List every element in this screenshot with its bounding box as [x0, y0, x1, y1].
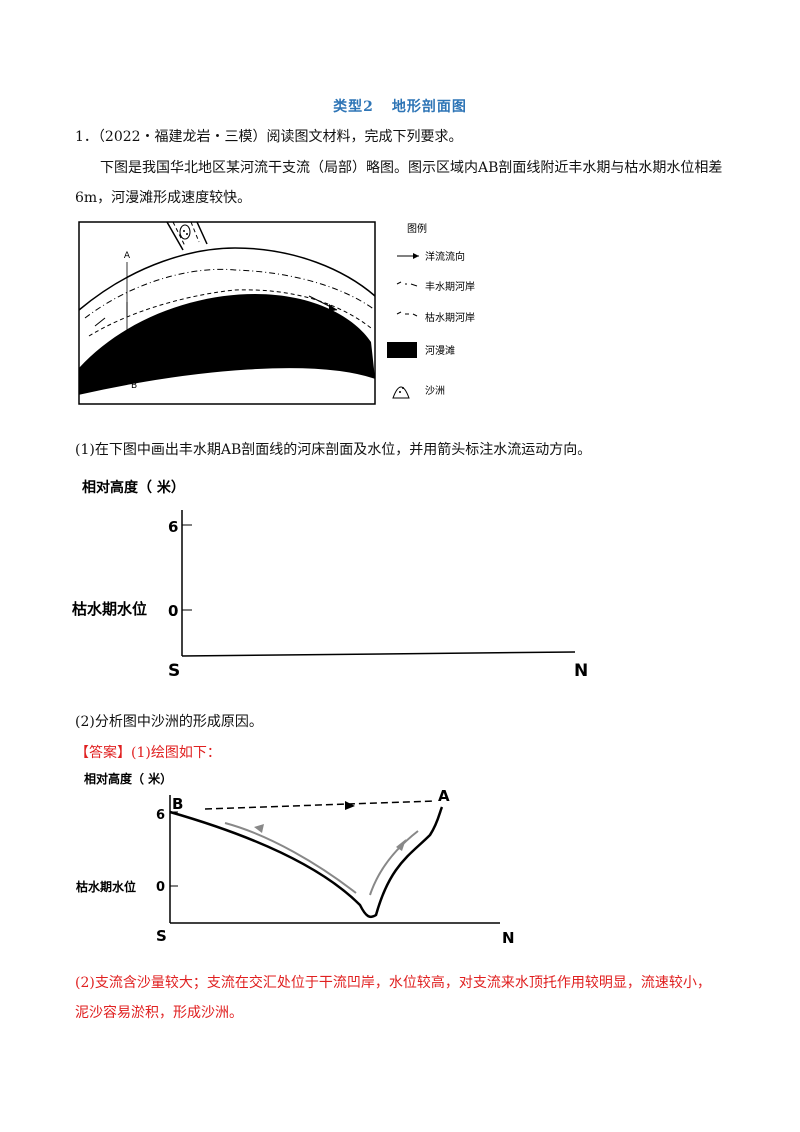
answer-chart-x-right: N [502, 929, 515, 947]
question-2: (2)分析图中沙洲的形成原因。 [75, 714, 263, 730]
legend-title: 图例 [407, 222, 427, 235]
answer-chart-tick-0: 0 [156, 880, 165, 895]
legend-label-floodplain: 河漫滩 [425, 344, 455, 357]
flow-curve-left [224, 822, 357, 894]
high-water-level-line [204, 800, 436, 810]
question-1: (1)在下图中画出丰水期AB剖面线的河床剖面及水位，并用箭头标注水流运动方向。 [75, 442, 592, 458]
answer-chart-point-a: A [438, 787, 450, 805]
legend-black-fill-icon [387, 342, 417, 358]
answer-chart-tick-6: 6 [156, 808, 165, 823]
flow-arrow-right-icon [396, 839, 406, 851]
blank-chart-svg: 相对高度（ 米） 6 0 枯水期水位 S N [72, 479, 588, 681]
answer-chart-ylabel: 相对高度（ 米） [84, 771, 172, 786]
legend-label-low-water: 枯水期河岸 [425, 311, 475, 324]
riverbed-profile [169, 806, 444, 919]
section-type: 类型2 [333, 99, 374, 115]
blank-chart-ylabel: 相对高度（ 米） [82, 479, 185, 496]
answer-chart-dry-level: 枯水期水位 [76, 879, 136, 894]
water-level-arrow-icon [345, 801, 355, 810]
legend-dash-dot-line-icon [396, 281, 418, 287]
legend-label-sandbar: 沙洲 [425, 385, 445, 397]
legend-label-high-water: 丰水期河岸 [425, 280, 475, 293]
legend-label-flow: 洋流流向 [425, 250, 465, 263]
flow-arrow-icon [94, 295, 338, 327]
blank-chart-x-left: S [168, 661, 180, 681]
answer-chart-point-b: B [172, 795, 183, 813]
legend-arrow-icon [397, 253, 419, 259]
map-point-a: A [124, 251, 131, 261]
answer-profile-chart: 相对高度（ 米） 6 0 枯水期水位 S N B A [70, 765, 540, 950]
blank-profile-chart: 相对高度（ 米） 6 0 枯水期水位 S N [70, 470, 610, 690]
section-name: 地形剖面图 [391, 99, 467, 115]
blank-chart-tick-6: 6 [168, 518, 178, 536]
blank-chart-tick-0: 0 [168, 602, 178, 620]
answer-header: 【答案】(1)绘图如下： [75, 743, 221, 763]
answer-chart-x-left: S [156, 927, 167, 945]
sandbar-icon [179, 224, 191, 240]
legend-dashed-line-icon [396, 311, 418, 317]
river-map-figure: A B 图例 洋流流向 丰水期河岸 枯水期河岸 河漫滩 沙洲 [75, 218, 475, 408]
river-map: A B 图例 洋流流向 丰水期河岸 枯水期河岸 河漫滩 沙洲 [78, 221, 475, 405]
blank-chart-x-right: N [574, 661, 588, 681]
blank-chart-dry-level: 枯水期水位 [72, 600, 147, 618]
question-header: 1．（2022・福建龙岩・三模）阅读图文材料，完成下列要求。 [75, 127, 463, 147]
answer-1: (1)绘图如下： [131, 745, 221, 761]
material-line-1: 下图是我国华北地区某河流干支流（局部）略图。图示区域内AB剖面线附近丰水期与枯水… [100, 160, 723, 176]
material-line-2: 6m，河漫滩形成速度较快。 [75, 190, 252, 206]
answer-tag: 【答案】 [75, 745, 131, 761]
section-title: 类型2 地形剖面图 [0, 96, 800, 116]
legend-sandbar-icon [392, 386, 410, 399]
answer-2-line-1: (2)支流含沙量较大；支流在交汇处位于干流凹岸，水位较高，对支流来水顶托作用较明… [75, 975, 711, 991]
answer-2-line-2: 泥沙容易淤积，形成沙洲。 [75, 1005, 243, 1021]
answer-chart-svg: 相对高度（ 米） 6 0 枯水期水位 S N B A [76, 771, 515, 947]
map-point-b: B [131, 381, 137, 391]
flow-arrow-left-icon [254, 824, 264, 833]
question-source: （2022・福建龙岩・三模）阅读图文材料，完成下列要求。 [97, 129, 463, 145]
question-number: 1． [75, 129, 98, 145]
flow-curve-right [369, 830, 419, 896]
